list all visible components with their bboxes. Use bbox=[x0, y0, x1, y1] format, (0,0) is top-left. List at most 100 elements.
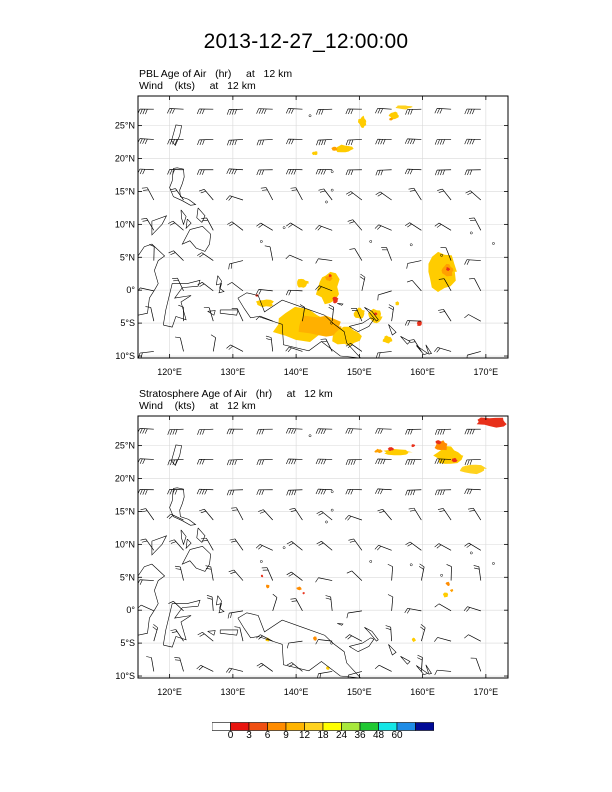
wind-barb bbox=[434, 139, 452, 145]
lat-label: 10°N bbox=[115, 539, 135, 549]
wind-barb bbox=[140, 508, 155, 521]
wind-barb bbox=[438, 278, 452, 292]
island bbox=[308, 114, 312, 118]
age-of-air-shading bbox=[450, 589, 454, 593]
wind-barb bbox=[286, 458, 303, 465]
wind-barb bbox=[231, 507, 244, 521]
wind-barb bbox=[199, 189, 214, 201]
wind-barb bbox=[406, 280, 422, 292]
wind-barb bbox=[344, 515, 363, 521]
wind-barb bbox=[172, 277, 184, 292]
wind-barb bbox=[196, 108, 214, 115]
map-frame bbox=[137, 415, 509, 679]
wind-barb bbox=[345, 488, 362, 495]
age-of-air-shading bbox=[328, 274, 333, 278]
wind-barb bbox=[346, 610, 362, 619]
coastline bbox=[196, 207, 206, 223]
wind-barb bbox=[315, 577, 333, 583]
wind-barb bbox=[290, 598, 303, 612]
wind-barb bbox=[261, 567, 274, 581]
age-of-air-shading bbox=[382, 335, 393, 344]
coastline bbox=[216, 595, 225, 614]
wind-barb bbox=[256, 428, 273, 435]
island bbox=[469, 231, 473, 235]
wind-barb bbox=[316, 510, 333, 521]
age-of-air-shading bbox=[435, 440, 442, 445]
colorbar-label: 9 bbox=[283, 730, 289, 741]
island bbox=[409, 243, 413, 247]
wind-barb bbox=[434, 637, 452, 642]
age-of-air-shading bbox=[325, 276, 333, 282]
lon-label: 140°E bbox=[284, 367, 309, 377]
wind-barb bbox=[255, 544, 273, 551]
lon-label: 150°E bbox=[347, 687, 372, 697]
wind-barb bbox=[465, 190, 482, 201]
wind-barb bbox=[418, 563, 425, 581]
island bbox=[259, 560, 263, 563]
age-of-air-shading bbox=[374, 312, 378, 316]
age-of-air-shading bbox=[332, 296, 339, 304]
lon-label: 130°E bbox=[221, 367, 246, 377]
colorbar-label: 6 bbox=[264, 730, 271, 741]
wind-barb bbox=[285, 254, 303, 261]
coastline bbox=[425, 344, 432, 355]
age-of-air-shading bbox=[335, 144, 354, 153]
age-of-air-shading bbox=[395, 301, 400, 306]
wind-barb bbox=[434, 428, 452, 435]
colorbar bbox=[211, 718, 435, 736]
lon-label: 160°E bbox=[410, 367, 435, 377]
wind-barb bbox=[226, 108, 244, 115]
wind-barb bbox=[138, 168, 154, 175]
lat-label: 10°S bbox=[115, 351, 135, 361]
wind-barb bbox=[470, 657, 482, 672]
wind-barb bbox=[226, 489, 244, 496]
wind-barb bbox=[227, 282, 244, 292]
wind-barb bbox=[408, 187, 422, 201]
wind-barb bbox=[228, 260, 244, 270]
wind-barb bbox=[285, 346, 303, 353]
lon-label: 170°E bbox=[474, 687, 499, 697]
wind-barb bbox=[227, 610, 244, 619]
coastline bbox=[138, 243, 166, 316]
wind-barb bbox=[167, 488, 184, 495]
lat-label: 5°S bbox=[120, 318, 135, 328]
wind-barb bbox=[138, 489, 154, 495]
wind-barb bbox=[264, 245, 274, 261]
wind-barb bbox=[199, 508, 214, 521]
wind-barb bbox=[138, 138, 154, 145]
wind-barb bbox=[375, 107, 392, 114]
wind-barb bbox=[434, 543, 452, 551]
wind-barb bbox=[328, 304, 334, 322]
island bbox=[440, 253, 443, 257]
wind-barb bbox=[434, 222, 452, 231]
lat-label: 0° bbox=[126, 605, 135, 615]
wind-barb bbox=[464, 488, 481, 495]
wind-barb bbox=[374, 544, 392, 551]
lat-label: 5°N bbox=[120, 252, 135, 262]
wind-barb bbox=[168, 220, 184, 231]
age-of-air-shading bbox=[256, 299, 274, 308]
wind-barb bbox=[404, 607, 422, 614]
age-of-air-shading bbox=[296, 586, 302, 591]
wind-barb bbox=[210, 334, 216, 352]
wind-barb bbox=[315, 285, 333, 292]
coastline bbox=[337, 623, 344, 626]
wind-barb bbox=[405, 222, 422, 231]
wind-barb bbox=[404, 168, 422, 175]
wind-barb bbox=[138, 108, 154, 115]
wind-barb bbox=[141, 218, 155, 231]
island bbox=[409, 563, 413, 567]
colorbar-label: 18 bbox=[317, 730, 329, 741]
wind-barb bbox=[285, 108, 303, 114]
wind-barb bbox=[256, 489, 273, 495]
wind-barb bbox=[206, 595, 214, 611]
coastline bbox=[349, 317, 375, 333]
wind-barb bbox=[420, 624, 426, 642]
wind-barb bbox=[315, 458, 333, 465]
coastline bbox=[171, 444, 182, 466]
wind-barb bbox=[348, 538, 363, 551]
wind-barb bbox=[359, 273, 366, 291]
wind-barb bbox=[464, 314, 481, 322]
wind-barb bbox=[405, 541, 422, 551]
coastline bbox=[185, 218, 192, 230]
